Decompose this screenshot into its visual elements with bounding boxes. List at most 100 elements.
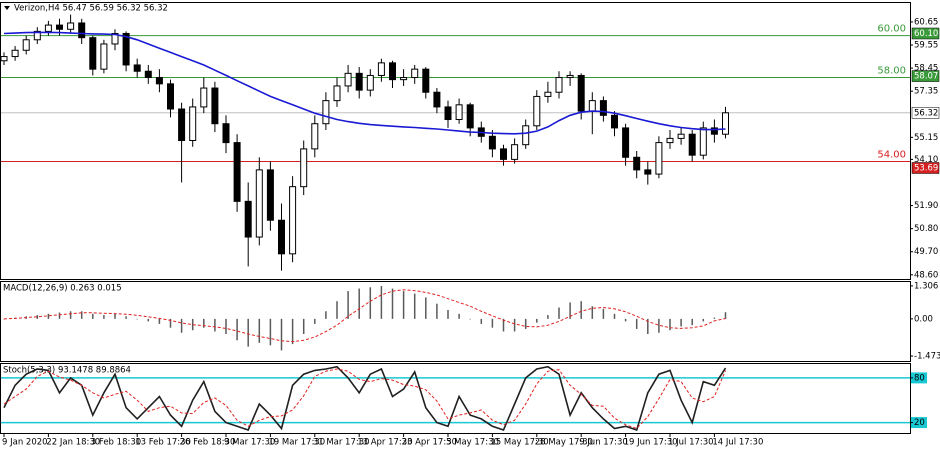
- macd-bar: [358, 288, 360, 319]
- macd-bar: [280, 318, 283, 351]
- macd-bar: [680, 318, 682, 327]
- candle-body: [200, 87, 208, 108]
- macd-bar: [80, 311, 83, 319]
- macd-bar: [547, 315, 549, 319]
- macd-bar: [47, 313, 50, 319]
- candle-body: [555, 77, 563, 93]
- macd-bar: [36, 315, 39, 319]
- candle-body: [588, 100, 596, 112]
- y-tick-label: 0.00: [914, 314, 933, 324]
- candle-body: [722, 112, 729, 135]
- y-tick-label: 58.45: [914, 64, 938, 74]
- candle-body: [289, 186, 297, 255]
- macd-bar: [602, 308, 605, 319]
- candle-body: [56, 24, 63, 30]
- macd-bar: [480, 318, 483, 324]
- y-tick-label: 54.10: [914, 155, 938, 165]
- x-tick-label: 23 Apr 17:30: [402, 438, 457, 448]
- macd-bar: [569, 302, 571, 319]
- macd-bar: [524, 318, 527, 329]
- candle-body: [167, 83, 174, 110]
- macd-bar: [491, 318, 494, 328]
- y-tick-label: 20: [914, 418, 925, 428]
- y-tick-label: 49.70: [914, 247, 938, 257]
- candle-body: [244, 200, 252, 238]
- menu-arrow[interactable]: [4, 6, 10, 10]
- candle-body: [211, 87, 219, 125]
- macd-bar: [513, 318, 516, 332]
- y-tick-label: 57.35: [914, 87, 938, 97]
- macd-bar: [580, 301, 582, 319]
- candle-body: [266, 169, 274, 221]
- level-label: 54.00: [877, 149, 906, 160]
- macd-bar: [647, 318, 649, 334]
- candle-body: [599, 100, 607, 116]
- candle-body: [255, 169, 263, 238]
- macd-bar: [258, 318, 261, 343]
- macd-bar: [624, 318, 627, 322]
- candle-body: [366, 74, 374, 91]
- macd-bar: [147, 318, 150, 322]
- macd-bar: [158, 318, 161, 324]
- macd-bar: [191, 318, 194, 331]
- price-label: 53.69: [914, 163, 938, 173]
- x-tick-label: 1 Jul 17:30: [668, 438, 714, 448]
- x-tick-label: 5 May 17:30: [446, 438, 499, 448]
- macd-bar: [269, 318, 272, 346]
- candle-body: [0, 56, 8, 62]
- candle-body: [67, 22, 75, 30]
- macd-bar: [125, 316, 127, 319]
- stoch-level-box: [911, 372, 927, 384]
- macd-bar: [169, 318, 172, 328]
- level-label: 58.00: [877, 66, 906, 77]
- price-label: 56.32: [914, 108, 938, 118]
- level-label: 60.00: [877, 24, 906, 35]
- candle-body: [89, 37, 97, 70]
- candle-body: [699, 127, 707, 156]
- x-tick-label: 26 Feb 18:30: [180, 438, 236, 448]
- macd-panel-frame: [0, 281, 911, 362]
- main-panel-frame: [0, 2, 911, 280]
- macd-bar: [325, 311, 327, 319]
- price-label-box: [911, 107, 940, 119]
- candle-body: [122, 32, 130, 66]
- price-label: 60.10: [914, 29, 938, 39]
- candle-body: [411, 68, 419, 79]
- candle-body: [233, 142, 241, 202]
- macd-bar: [180, 318, 183, 333]
- candle-body: [222, 123, 230, 144]
- y-tick-label: 60.65: [914, 17, 938, 27]
- candle-body: [78, 22, 86, 39]
- candle-body: [400, 77, 408, 81]
- price-label: 58.07: [914, 72, 938, 82]
- macd-bar: [558, 307, 560, 319]
- candle-body: [544, 91, 552, 97]
- price-label-box: [911, 162, 940, 174]
- macd-bar: [114, 313, 116, 319]
- macd-bar: [336, 301, 338, 319]
- macd-bar: [314, 318, 316, 324]
- macd-bar: [502, 318, 505, 332]
- candle-body: [389, 62, 396, 81]
- macd-bar: [203, 318, 205, 328]
- macd-bar: [214, 318, 216, 332]
- candle-body: [300, 148, 308, 188]
- stoch-line: [3, 365, 727, 432]
- candle-body: [344, 72, 352, 87]
- x-tick-label: 13 Apr 17:30: [357, 438, 412, 448]
- candle-body: [466, 104, 474, 129]
- macd-bar: [391, 288, 394, 319]
- macd-bar: [713, 317, 716, 319]
- macd-bar: [3, 318, 5, 320]
- candle-body: [22, 39, 30, 51]
- y-tick-label: 1.306: [914, 281, 938, 291]
- macd-signal: [3, 289, 726, 343]
- y-tick-label: -1.473: [914, 352, 940, 362]
- candle-body: [710, 127, 718, 135]
- candle-body: [278, 219, 285, 255]
- macd-bar: [58, 312, 61, 319]
- candle-body: [178, 108, 186, 141]
- macd-bar: [136, 318, 138, 320]
- macd-bar: [669, 318, 671, 331]
